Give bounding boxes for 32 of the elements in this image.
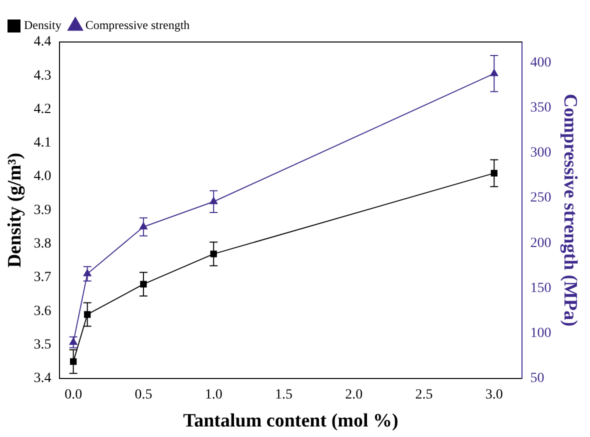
y-axis-title: Density (g/m³)	[4, 152, 26, 268]
x-tick-label: 2.5	[415, 387, 433, 402]
y-tick-label: 4.3	[34, 68, 52, 84]
y2-tick-label: 400	[530, 55, 552, 70]
y-tick-label: 4.4	[34, 34, 52, 50]
x-tick-label: 3.0	[485, 387, 503, 402]
x-tick-label: 1.5	[274, 387, 292, 402]
x-tick-label: 1.0	[204, 387, 222, 402]
x-axis-title: Tantalum content (mol %)	[183, 410, 398, 432]
y-tick-label: 3.8	[34, 236, 52, 252]
y-tick-label: 3.5	[34, 337, 52, 352]
y2-tick-label: 250	[530, 190, 552, 206]
y2-tick-label: 300	[530, 146, 552, 161]
y-tick-label: 3.6	[34, 304, 52, 319]
legend-label: Compressive strength	[85, 18, 190, 32]
y2-tick-label: 200	[530, 236, 552, 251]
point	[140, 280, 147, 288]
y2-axis-title: Compressive strength (MPa)	[560, 94, 581, 326]
legend-label: Density	[24, 18, 62, 32]
y-tick-label: 3.4	[34, 371, 52, 386]
y-tick-label: 3.9	[34, 202, 52, 218]
y-tick-label: 4.1	[34, 136, 52, 151]
y2-tick-label: 100	[530, 326, 552, 341]
y2-tick-label: 50	[530, 371, 544, 386]
y2-tick-label: 150	[530, 280, 552, 296]
x-tick-label: 2.0	[345, 387, 363, 402]
x-tick-label: 0.0	[64, 387, 82, 402]
y2-tick-label: 350	[530, 100, 552, 116]
x-tick-label: 0.5	[134, 387, 152, 402]
y-tick-label: 3.7	[34, 270, 52, 286]
y-tick-label: 4.2	[34, 102, 52, 117]
y-tick-label: 4.0	[34, 169, 52, 184]
